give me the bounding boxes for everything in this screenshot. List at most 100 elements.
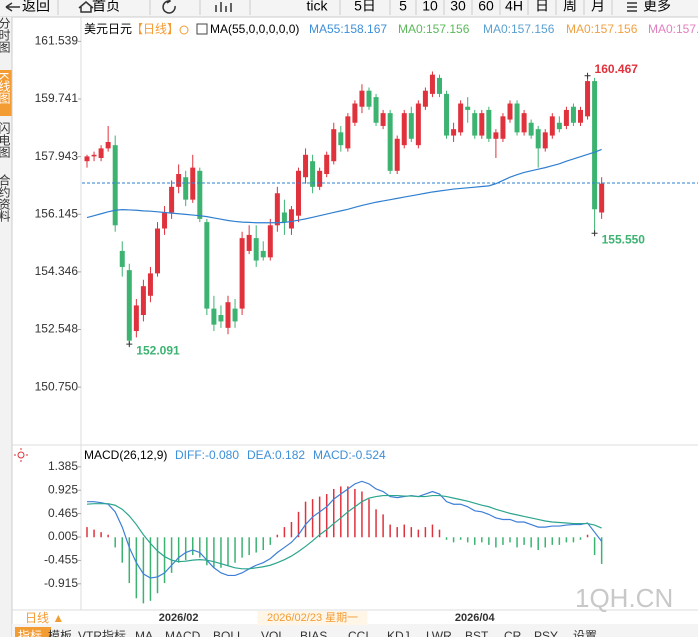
sidebar-tab[interactable]: 分时图 — [0, 17, 11, 53]
toolbar-button[interactable]: 60 — [478, 0, 494, 14]
candle-body — [486, 109, 492, 139]
candle-body — [176, 174, 182, 187]
candle-body — [578, 109, 583, 123]
chart-icon[interactable] — [215, 2, 232, 12]
candle-body — [105, 141, 111, 149]
tabs-bg — [12, 624, 698, 637]
bottom-tab[interactable]: PSY — [534, 629, 558, 637]
candle-body — [556, 122, 562, 130]
toolbar-button[interactable]: 周 — [563, 0, 577, 14]
bottom-tab[interactable]: CR — [504, 629, 522, 637]
candle-body — [253, 238, 259, 261]
candle-body — [218, 315, 224, 322]
watermark: 1QH.CN — [575, 583, 673, 613]
candle-body — [479, 113, 485, 136]
y-tick-label: 156.145 — [35, 206, 79, 220]
bottom-tab[interactable]: CCI — [348, 629, 369, 637]
candle-body — [331, 129, 337, 162]
menu-icon[interactable] — [627, 2, 637, 12]
bottom-tab[interactable]: BOLL — [213, 629, 244, 637]
bottom-tab[interactable]: VOL — [261, 629, 285, 637]
candle-body — [465, 106, 471, 110]
candle-body — [535, 129, 541, 149]
candle-body — [112, 145, 118, 226]
bottom-tab[interactable]: LWR — [426, 629, 452, 637]
candle-body — [225, 302, 231, 328]
candle-body — [521, 113, 527, 133]
bottom-tab[interactable]: KDJ — [387, 629, 410, 637]
toolbar-button[interactable]: 返回 — [22, 0, 50, 14]
bottom-tab[interactable]: BIAS — [300, 629, 327, 637]
toolbar-icons — [5, 0, 637, 14]
legend-entry: MA0:157.156 — [483, 22, 555, 36]
y-tick-label: 154.346 — [35, 264, 79, 278]
toolbar-button[interactable]: 首页 — [92, 0, 120, 14]
candle-body — [239, 238, 245, 309]
toolbar-button[interactable]: 10 — [422, 0, 438, 14]
bottom-tab[interactable]: 指标 — [18, 628, 42, 637]
toolbar-button[interactable]: 日 — [535, 0, 549, 14]
candle-body — [549, 116, 555, 136]
series-line — [86, 494, 602, 570]
legend-entry: MACD:-0.524 — [313, 448, 386, 462]
candle-body — [359, 90, 365, 107]
candle-body — [415, 103, 421, 146]
annotation-label: 152.091 — [136, 343, 180, 357]
candle-body — [267, 225, 273, 258]
period-label: 【日线】 — [131, 22, 179, 36]
candle-body — [126, 270, 132, 341]
sidebar-bg — [0, 17, 12, 637]
candle-body — [133, 305, 139, 332]
tab-active — [15, 627, 51, 637]
toolbar-button[interactable]: 5日 — [354, 0, 376, 14]
refresh-icon[interactable] — [162, 0, 176, 14]
candle-body — [507, 103, 513, 120]
legend-entry: DEA:0.182 — [247, 448, 305, 462]
bottom-tab[interactable]: MA — [135, 629, 153, 637]
period-button[interactable]: 日线 ▲ — [25, 611, 64, 625]
y-tick-label: 1.385 — [48, 459, 78, 473]
candle-body — [296, 170, 301, 216]
candle-body — [169, 186, 175, 213]
candle-body — [458, 103, 464, 133]
x-tick-label: 2026/04 — [455, 612, 496, 624]
macd-icon — [14, 448, 28, 462]
candle-body — [380, 113, 386, 126]
annotation-marker — [591, 230, 598, 237]
indicator-icon — [196, 23, 208, 35]
crosshair-box — [257, 611, 368, 625]
sidebar-tab[interactable]: 闪电图 — [0, 122, 11, 158]
toolbar-button[interactable]: 30 — [450, 0, 466, 14]
candle-body — [246, 234, 252, 251]
candle-body — [211, 308, 217, 325]
candle-body — [140, 286, 146, 316]
crosshair-label: 2026/02/23 星期一 — [267, 611, 358, 624]
candle-body — [585, 81, 591, 117]
bottom-tab[interactable]: MACD — [165, 629, 201, 637]
annotation-marker — [584, 72, 591, 79]
chart-title: 美元日元 — [84, 22, 132, 36]
sidebar-tab[interactable]: 合约资料 — [0, 174, 11, 222]
bottom-tab[interactable]: BST — [465, 629, 489, 637]
toolbar-button[interactable]: 4H — [505, 0, 523, 14]
toolbar-button[interactable]: 月 — [591, 0, 605, 14]
y-tick-label: 157.943 — [35, 149, 79, 163]
sidebar-tab[interactable]: K线图 — [0, 72, 11, 105]
candle-body — [394, 138, 400, 171]
legend-entry: MA0:157.156 — [648, 22, 698, 36]
legend-entry: MA0:157.156 — [398, 22, 470, 36]
toolbar-button[interactable]: 更多 — [643, 0, 671, 14]
home-icon[interactable] — [78, 1, 94, 13]
back-icon[interactable] — [5, 2, 20, 12]
candle-body — [162, 212, 168, 229]
candle-body — [366, 90, 372, 107]
series-line — [87, 480, 603, 579]
bottom-tab[interactable]: 设置 — [573, 629, 597, 637]
candle-body — [317, 170, 323, 187]
bottom-tab[interactable]: 模板 — [48, 629, 72, 637]
candle-body — [352, 103, 358, 123]
toolbar-button[interactable]: 5 — [399, 0, 407, 14]
settings-icon[interactable] — [179, 25, 189, 35]
toolbar-button[interactable]: tick — [307, 0, 329, 14]
bottom-tab[interactable]: VTR指标 — [78, 628, 126, 637]
